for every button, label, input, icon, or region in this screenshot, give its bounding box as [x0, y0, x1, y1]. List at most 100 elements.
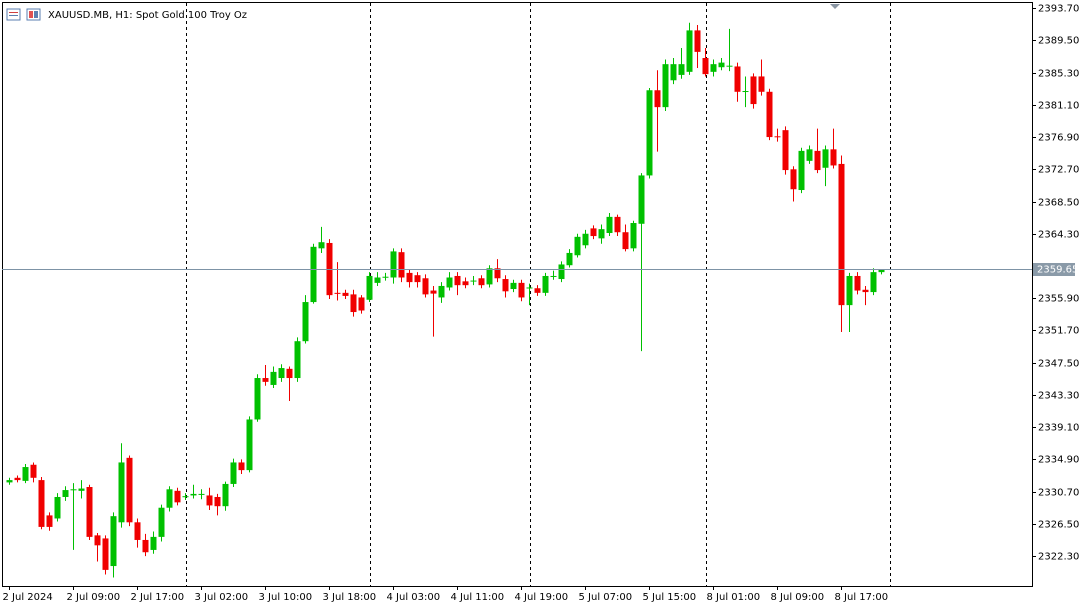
candle-body [486, 268, 493, 285]
candle-body [702, 58, 709, 75]
candle-body [718, 62, 725, 68]
candle-body [318, 242, 325, 249]
x-tick-label: 2 Jul 2024 [3, 592, 53, 603]
candle-body [390, 251, 397, 278]
candle-body [118, 462, 125, 523]
candle-body [502, 279, 509, 292]
x-tick-label: 8 Jul 01:00 [707, 592, 761, 603]
y-tick-label: 2351.70 [1038, 326, 1079, 337]
candle-body [358, 297, 365, 311]
y-tick-label: 2385.30 [1038, 69, 1079, 80]
candle-body [422, 278, 429, 295]
candle-body [6, 480, 13, 483]
candle-body [334, 292, 341, 294]
y-tick-label: 2355.90 [1038, 294, 1079, 305]
candle-body [414, 275, 421, 283]
candle-body [150, 536, 157, 550]
candle-body [510, 282, 517, 290]
candle-body [398, 252, 405, 278]
candle-body [206, 495, 213, 506]
x-tick-label: 8 Jul 17:00 [835, 592, 889, 603]
candle-body [430, 290, 437, 294]
candle-body [462, 281, 469, 286]
x-tick-label: 4 Jul 03:00 [387, 592, 441, 603]
candle-body [734, 66, 741, 92]
candle-body [838, 163, 845, 306]
candle-body [726, 65, 733, 67]
candle-body [182, 496, 189, 498]
icon-part [29, 11, 33, 18]
x-tick-label: 4 Jul 11:00 [451, 592, 505, 603]
candle-body [30, 464, 37, 478]
candle-body [22, 467, 29, 481]
candle-body [38, 480, 45, 527]
candle-body [822, 149, 829, 168]
x-tick-label: 5 Jul 15:00 [643, 592, 697, 603]
plot-frame [2, 2, 1033, 587]
candle-body [614, 216, 621, 233]
y-tick-label: 2376.90 [1038, 133, 1079, 144]
candle-body [166, 489, 173, 508]
candle-body [230, 462, 237, 484]
y-tick-label: 2364.30 [1038, 230, 1079, 241]
candle-body [622, 232, 629, 250]
y-tick-label: 2347.50 [1038, 359, 1079, 370]
candle-body [638, 175, 645, 224]
candle-body [302, 302, 309, 342]
x-tick-label: 8 Jul 09:00 [771, 592, 825, 603]
candle-body [62, 490, 69, 497]
candle-body [342, 292, 349, 296]
candle-body [710, 64, 717, 72]
candle-body [134, 522, 141, 540]
y-tick-label: 2339.10 [1038, 423, 1079, 434]
candle-body [854, 275, 861, 291]
y-tick-label: 2372.70 [1038, 165, 1079, 176]
candle-body [222, 483, 229, 507]
candle-body [558, 264, 565, 280]
candle-body [214, 496, 221, 507]
icon[interactable] [26, 8, 41, 21]
candle-body [766, 91, 773, 138]
candle-body [478, 278, 485, 286]
candle-body [406, 272, 413, 283]
candle-body [518, 282, 525, 298]
candle-body [670, 64, 677, 81]
icon[interactable] [6, 8, 21, 21]
current-price-box [1033, 263, 1075, 276]
y-tick-label: 2322.30 [1038, 552, 1079, 563]
candle-body [78, 488, 85, 491]
candle-body [470, 280, 477, 282]
candle-body [654, 90, 661, 108]
candle-body [142, 539, 149, 553]
chart-shift-marker[interactable] [830, 4, 840, 9]
y-tick-label: 2334.90 [1038, 455, 1079, 466]
candle-body [190, 493, 197, 496]
candle-body [54, 496, 61, 519]
candle-body [494, 268, 501, 279]
candle-body [270, 371, 277, 385]
candle-body [782, 130, 789, 171]
x-tick-label: 3 Jul 10:00 [259, 592, 313, 603]
candle-body [750, 76, 757, 105]
candle-body [254, 378, 261, 420]
candle-body [790, 169, 797, 190]
y-tick-label: 2368.50 [1038, 198, 1079, 209]
candle-body [598, 229, 605, 239]
candle-body [798, 150, 805, 191]
candle-body [382, 276, 389, 278]
current-price-label: 2359.65 [1037, 265, 1078, 276]
candle-body [846, 275, 853, 306]
x-tick-label: 4 Jul 19:00 [515, 592, 569, 603]
y-tick-label: 2393.70 [1038, 4, 1079, 15]
candle-body [350, 294, 357, 313]
candle-body [14, 477, 21, 481]
candle-body [606, 216, 613, 233]
candle-body [814, 150, 821, 171]
y-tick-label: 2389.50 [1038, 36, 1079, 47]
candle-body [454, 275, 461, 286]
icon-part [34, 11, 38, 18]
candle-body [566, 252, 573, 266]
title-icons [6, 8, 41, 21]
candle-body [294, 341, 301, 379]
y-tick-label: 2330.70 [1038, 488, 1079, 499]
